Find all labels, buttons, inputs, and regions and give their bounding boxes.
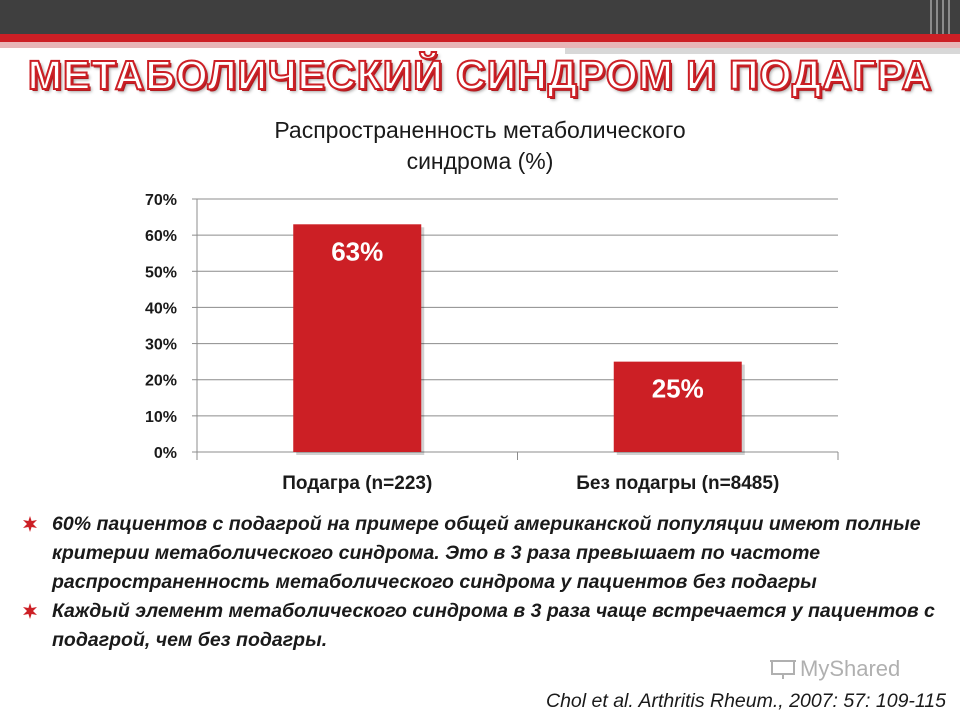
citation-journal: Arthritis Rheum. [638, 690, 779, 712]
bullet-item: Каждый элемент метаболического синдрома … [18, 597, 953, 655]
starburst-bullet-icon [23, 603, 37, 619]
top-bar-stripes [930, 0, 954, 34]
y-tick-label: 70% [145, 192, 177, 209]
bullet-text: Каждый элемент метаболического синдрома … [52, 600, 935, 651]
starburst-bullet-icon [23, 516, 37, 532]
bar-data-label: 25% [652, 374, 704, 404]
bullet-text: 60% пациентов с подагрой на примере обще… [52, 513, 921, 593]
y-tick-label: 50% [145, 264, 177, 281]
y-tick-label: 40% [145, 300, 177, 317]
y-tick-label: 30% [145, 337, 177, 354]
bullet-list: 60% пациентов с подагрой на примере обще… [18, 510, 953, 655]
chart-title-line-1: Распространенность метаболического [274, 117, 686, 143]
bar-data-label: 63% [331, 236, 383, 266]
y-tick-label: 0% [154, 445, 177, 462]
accent-stripe-light [0, 42, 960, 48]
bullet-item: 60% пациентов с подагрой на примере обще… [18, 510, 953, 597]
y-tick-label: 60% [145, 228, 177, 245]
chart-title-line-2: синдрома (%) [406, 148, 554, 174]
x-tick-label: Подагра (n=223) [282, 473, 432, 494]
chart-title: Распространенность метаболического синдр… [180, 115, 780, 177]
watermark-text: MyShared [800, 656, 901, 681]
chart-bars: 63% 25% [293, 224, 745, 455]
chart-y-ticks: 0% 10% 20% 30% 40% 50% 60% 70% [145, 192, 177, 462]
chart-x-ticks: Подагра (n=223) Без подагры (n=8485) [282, 473, 779, 494]
top-bar [0, 0, 960, 34]
grey-band [565, 48, 960, 54]
citation-authors: Chol et al. [546, 690, 639, 712]
bar [293, 224, 422, 452]
citation-details: , 2007: 57: 109-115 [778, 690, 946, 712]
citation: Chol et al. Arthritis Rheum., 2007: 57: … [546, 690, 946, 713]
x-tick-label: Без подагры (n=8485) [576, 473, 779, 494]
presentation-board-icon [770, 660, 796, 679]
y-tick-label: 10% [145, 409, 177, 426]
bar [613, 361, 742, 452]
y-tick-label: 20% [145, 373, 177, 390]
watermark: MyShared [770, 656, 900, 682]
accent-stripe [0, 34, 960, 42]
slide-title: МЕТАБОЛИЧЕСКИЙ СИНДРОМ И ПОДАГРА [27, 51, 933, 99]
